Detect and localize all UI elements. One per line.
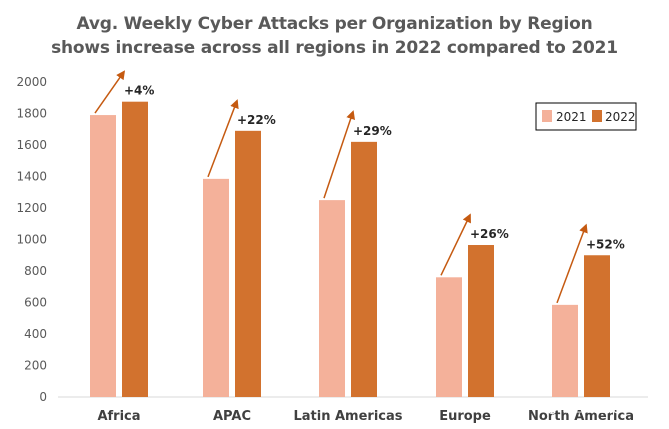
y-tick-label: 1400 [16,170,47,184]
bar-2022-north-america [584,255,610,397]
legend-label-2021: 2021 [556,110,587,124]
bar-2022-apac [235,130,261,397]
x-tick-label: North America [528,409,634,424]
legend-label-2022: 2022 [605,110,636,124]
percent-labels: +4% +22% +29% +26% +52% [124,84,625,252]
percent-label: +52% [586,237,625,251]
category-labels: Africa APAC Latin Americas Europe North Amer… [97,409,634,424]
increase-arrow [207,99,239,178]
x-tick-label: Africa [97,409,140,424]
y-tick-label: 2000 [16,75,47,89]
y-tick-label: 800 [24,264,47,278]
x-tick-label: APAC [213,409,251,424]
bar-2022-latin-americas [351,141,377,397]
bar-2022-europe [468,245,494,397]
y-tick-label: 0 [39,390,47,404]
y-tick-label: 1800 [16,107,47,121]
percent-label: +26% [470,227,509,241]
bar-series [90,101,610,397]
increase-arrow [440,213,471,276]
y-tick-label: 200 [24,359,47,373]
y-tick-label: 1000 [16,233,47,247]
y-axis-ticks: 0 200 400 600 800 1000 1200 1400 1600 1800 2000 [16,75,47,404]
y-tick-label: 1600 [16,138,47,152]
watermark: @稀土掘金技术社区 [546,400,654,415]
y-tick-label: 400 [24,327,47,341]
bar-2021-north-america [552,304,578,397]
y-tick-label: 1200 [16,201,47,215]
increase-arrow [323,110,355,199]
chart-title: Avg. Weekly Cyber Attacks per Organizati… [76,14,593,34]
percent-label: +29% [353,124,392,138]
bar-2021-africa [90,115,116,397]
chart-subtitle: shows increase across all regions in 202… [51,38,618,58]
bar-2021-apac [203,178,229,397]
legend-swatch-2022 [592,110,602,122]
increase-arrow [556,223,588,304]
bar-2021-europe [436,277,462,397]
increase-arrows [94,70,588,304]
x-tick-label: Europe [439,409,491,424]
bar-2021-latin-americas [319,200,345,397]
x-tick-label: Latin Americas [293,409,402,424]
increase-arrow [94,70,126,114]
y-tick-label: 600 [24,296,47,310]
percent-label: +22% [237,113,276,127]
legend: 2021 2022 [535,102,637,131]
percent-label: +4% [124,84,154,98]
bar-2022-africa [122,101,148,397]
legend-swatch-2021 [542,110,552,122]
legend-box [535,102,637,131]
